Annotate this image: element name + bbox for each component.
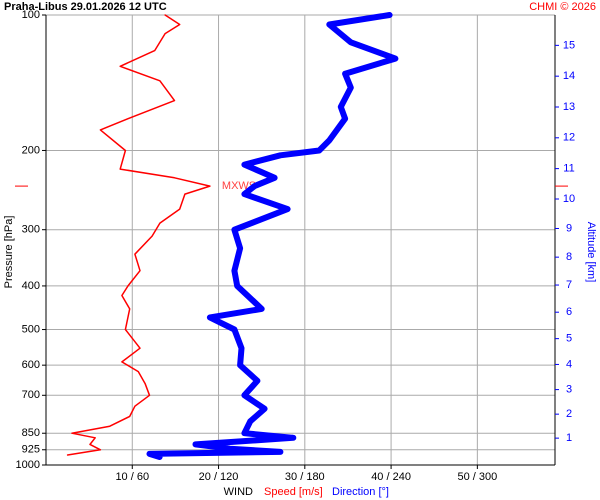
x-tick-label: 50 / 300: [457, 471, 497, 483]
y2-tick-label: 10: [563, 193, 575, 205]
y-axis-label: Pressure [hPa]: [3, 216, 15, 289]
legend-entry: Speed [m/s]: [264, 486, 323, 498]
y2-tick-label: 12: [563, 132, 575, 144]
y2-axis-label: Altitude [km]: [585, 222, 597, 283]
y-tick-label: 925: [22, 444, 40, 456]
x-tick-label: 40 / 240: [371, 471, 411, 483]
x-tick-label: 20 / 120: [199, 471, 239, 483]
x-tick-label: 30 / 180: [285, 471, 325, 483]
y2-tick-label: 11: [563, 163, 574, 175]
y-tick-label: 850: [22, 427, 40, 439]
legend-entry: Direction [°]: [332, 486, 389, 498]
y2-tick-label: 1: [566, 432, 572, 444]
y2-tick-label: 7: [566, 279, 572, 291]
y2-tick-label: 13: [563, 101, 575, 113]
y-tick-label: 500: [22, 323, 40, 335]
series-line: [66, 14, 211, 456]
y2-tick-label: 9: [566, 222, 572, 234]
y-tick-label: 200: [22, 144, 40, 156]
y-tick-label: 300: [22, 224, 40, 236]
x-tick-label: 10 / 60: [115, 471, 149, 483]
y-tick-label: 700: [22, 389, 40, 401]
y2-tick-label: 14: [563, 70, 575, 82]
y-tick-label: 600: [22, 359, 40, 371]
y-tick-label: 1000: [16, 459, 40, 471]
y2-tick-label: 4: [566, 358, 572, 370]
y2-tick-label: 6: [566, 306, 572, 318]
y2-tick-label: 2: [566, 408, 572, 420]
series-line: [146, 12, 399, 460]
y-tick-label: 400: [22, 280, 40, 292]
y2-tick-label: 15: [563, 39, 575, 51]
chart-title: Praha-Libus 29.01.2026 12 UTC: [4, 1, 167, 13]
y2-tick-label: 5: [566, 333, 572, 345]
credit: CHMI © 2026: [529, 1, 596, 13]
y-tick-label: 100: [22, 9, 40, 21]
x-axis-label: WIND: [224, 486, 253, 498]
y2-tick-label: 3: [566, 384, 572, 396]
y2-tick-label: 8: [566, 251, 572, 263]
